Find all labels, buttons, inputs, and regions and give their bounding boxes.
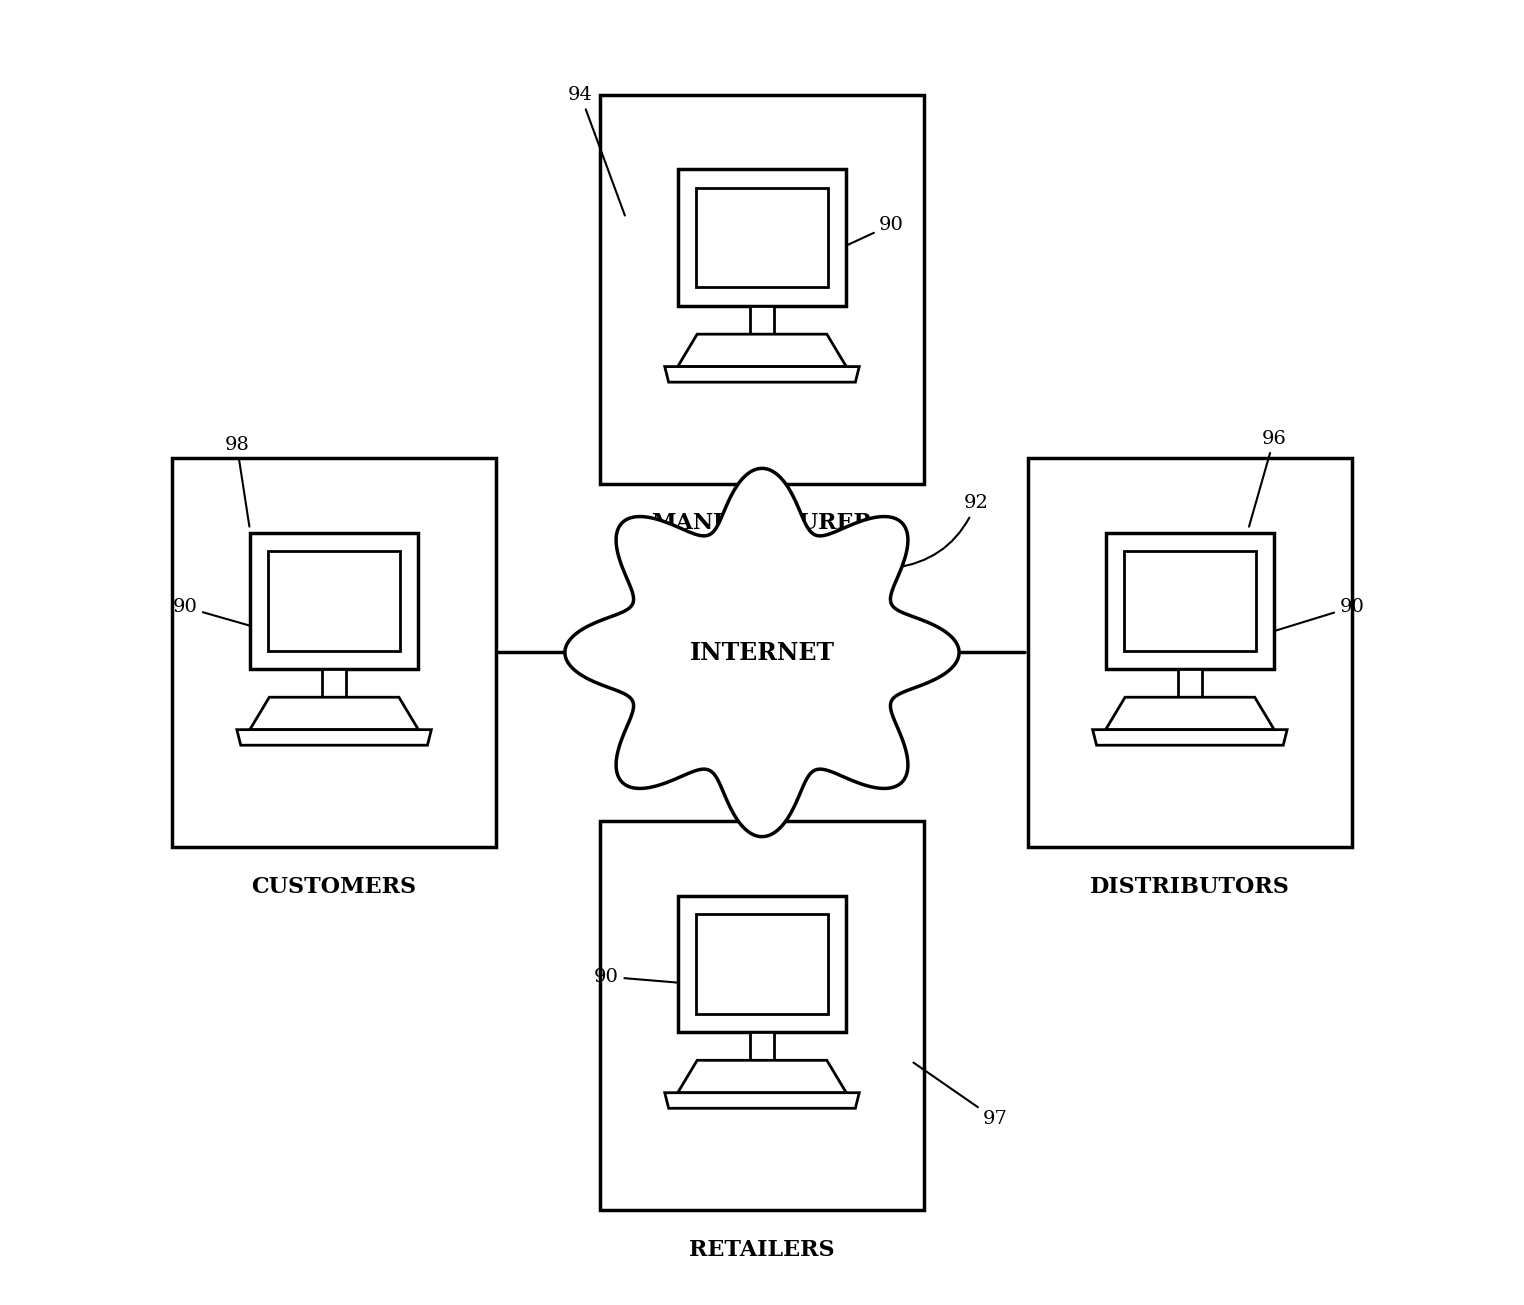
Text: 97: 97 — [913, 1062, 1007, 1129]
Polygon shape — [250, 697, 419, 729]
FancyBboxPatch shape — [172, 458, 497, 847]
Text: 90: 90 — [172, 598, 273, 633]
Polygon shape — [664, 367, 860, 382]
Polygon shape — [1105, 697, 1274, 729]
Polygon shape — [678, 1060, 846, 1092]
FancyBboxPatch shape — [1027, 458, 1352, 847]
Polygon shape — [750, 1032, 774, 1060]
FancyBboxPatch shape — [250, 532, 419, 668]
Polygon shape — [1093, 729, 1288, 745]
Text: CUSTOMERS: CUSTOMERS — [251, 876, 416, 898]
Text: 96: 96 — [1250, 429, 1286, 527]
Text: 90: 90 — [1271, 598, 1364, 632]
Text: 98: 98 — [224, 436, 250, 527]
FancyBboxPatch shape — [678, 170, 846, 305]
FancyBboxPatch shape — [696, 913, 828, 1014]
Text: MANUFACTURER: MANUFACTURER — [652, 513, 872, 535]
Polygon shape — [1178, 668, 1201, 697]
FancyBboxPatch shape — [1105, 532, 1274, 668]
Text: 92: 92 — [895, 495, 989, 568]
FancyBboxPatch shape — [678, 895, 846, 1032]
Polygon shape — [678, 334, 846, 367]
FancyBboxPatch shape — [600, 95, 924, 484]
Text: DISTRIBUTORS: DISTRIBUTORS — [1090, 876, 1289, 898]
Text: RETAILERS: RETAILERS — [689, 1238, 835, 1261]
FancyBboxPatch shape — [696, 188, 828, 287]
PathPatch shape — [565, 468, 959, 837]
Text: INTERNET: INTERNET — [689, 641, 835, 664]
Polygon shape — [750, 305, 774, 334]
FancyBboxPatch shape — [600, 821, 924, 1210]
FancyBboxPatch shape — [268, 551, 401, 651]
FancyBboxPatch shape — [1123, 551, 1256, 651]
Polygon shape — [323, 668, 346, 697]
Text: 90: 90 — [594, 968, 681, 985]
Polygon shape — [664, 1092, 860, 1108]
Text: 90: 90 — [809, 215, 904, 262]
Polygon shape — [236, 729, 431, 745]
Text: 94: 94 — [568, 86, 625, 215]
